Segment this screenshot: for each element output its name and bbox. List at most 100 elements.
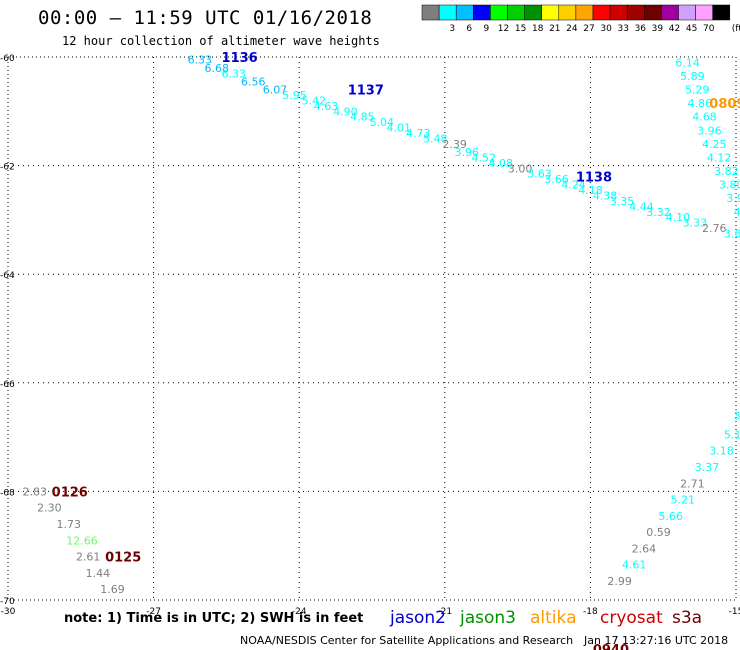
- wave-height-label: 5.48: [423, 132, 448, 145]
- legend-label: 39: [652, 24, 664, 34]
- wave-height-label: 6.33: [222, 67, 247, 80]
- wave-height-label: 4.01: [387, 122, 412, 135]
- wave-height-label: 4.08: [488, 157, 512, 170]
- legend-label: 30: [600, 24, 612, 34]
- satellite-s3a: s3a: [672, 608, 703, 628]
- legend-label: 36: [635, 24, 647, 34]
- wave-height-label: 5.66: [658, 510, 683, 523]
- wave-height-label: 3.18: [709, 445, 734, 458]
- wave-height-label: 3.33: [683, 217, 708, 230]
- lon-tick-label: -21: [437, 607, 452, 617]
- wave-height-label: 4.24: [561, 179, 586, 192]
- wave-height-label: 3.00: [508, 162, 532, 175]
- wave-height-label: 5.95: [282, 89, 307, 102]
- wave-height-label: 0.59: [646, 526, 671, 539]
- pass-time-label: 1138: [576, 170, 612, 185]
- wave-height-label: 3.32: [646, 206, 671, 219]
- wave-height-label: 2.71: [680, 477, 705, 490]
- satellite-altika: altika: [530, 608, 577, 628]
- legend-swatch: [712, 4, 731, 21]
- legend-label: 9: [484, 24, 490, 34]
- legend-label: 42: [669, 24, 680, 34]
- wave-height-label: 3.96: [697, 124, 722, 137]
- satellite-jason3: jason3: [460, 608, 516, 628]
- legend-label: 3: [449, 24, 455, 34]
- lat-tick-label: -64: [0, 271, 15, 281]
- wave-height-label: 5.42: [302, 94, 327, 107]
- legend-label: 21: [549, 24, 560, 34]
- pass-time-label: 0940: [593, 643, 629, 650]
- wave-height-label: 4.85: [350, 111, 375, 124]
- wave-height-label: 4.12: [707, 151, 732, 164]
- wave-height-label: 3.66: [544, 173, 569, 186]
- wave-height-label: 4.90: [333, 105, 358, 118]
- wave-height-label: 3.5: [734, 409, 740, 422]
- wave-height-label: 2.64: [632, 542, 657, 555]
- wave-height-label: 4.44: [629, 200, 654, 213]
- legend-label: 6: [466, 24, 472, 34]
- wave-height-label: 12.66: [66, 534, 98, 547]
- wave-height-label: 6.33: [188, 54, 213, 67]
- lon-tick-label: -30: [1, 607, 16, 617]
- legend-label: 27: [583, 24, 594, 34]
- wave-height-label: 4.86: [687, 97, 712, 110]
- wave-height-label: 3.35: [610, 195, 635, 208]
- legend-label: 33: [617, 24, 628, 34]
- wave-height-label: 1.69: [100, 583, 125, 596]
- wave-height-label: 3.60: [724, 227, 740, 240]
- wave-height-label: 1.44: [86, 567, 111, 580]
- lat-tick-label: -66: [0, 380, 15, 390]
- wave-height-label: 2.99: [607, 575, 632, 588]
- pass-time-label: 1136: [222, 51, 258, 66]
- legend-label: 45: [686, 24, 697, 34]
- wave-height-label: 6.68: [205, 62, 230, 75]
- page-title: 00:00 — 11:59 UTC 01/16/2018: [38, 7, 373, 29]
- wave-height-label: 6.14: [675, 56, 700, 69]
- lat-tick-label: -70: [0, 597, 15, 607]
- legend-label: 18: [532, 24, 544, 34]
- wave-height-label: 3.63: [527, 168, 552, 181]
- wave-height-label: 5.89: [680, 70, 705, 83]
- credit-text: NOAA/NESDIS Center for Satellite Applica…: [240, 634, 574, 647]
- wave-height-label: 4.68: [692, 111, 717, 124]
- pass-time-label: 1137: [348, 84, 384, 99]
- wave-height-label: 3.95: [726, 192, 740, 205]
- legend-unit: (ft): [732, 24, 740, 34]
- wave-height-label: 6.07: [263, 84, 288, 97]
- wave-height-label: 4.18: [578, 184, 603, 197]
- wave-height-label: 4.61: [622, 559, 647, 572]
- lat-tick-label: -68: [0, 488, 15, 498]
- wave-height-label: 5.29: [685, 84, 710, 97]
- wave-height-label: 5.04: [370, 116, 395, 129]
- map-frame: [7, 56, 737, 601]
- wave-height-label: 3.82: [714, 165, 739, 178]
- lon-tick-label: -18: [583, 607, 598, 617]
- pass-time-label: 0126: [52, 485, 88, 500]
- lon-tick-label: -24: [292, 607, 307, 617]
- wave-height-label: 3.96: [455, 146, 480, 159]
- wave-height-label: 3.80: [719, 179, 740, 192]
- wave-height-label: 2.83: [23, 485, 47, 498]
- legend-label: 15: [515, 24, 526, 34]
- pass-time-label: 0125: [105, 551, 141, 566]
- lon-tick-label: -27: [146, 607, 161, 617]
- page-subtitle: 12 hour collection of altimeter wave hei…: [62, 34, 380, 48]
- wave-height-label: 4.25: [702, 138, 727, 151]
- legend-label: 70: [703, 24, 715, 34]
- wave-height-label: 5.12: [724, 428, 740, 441]
- lat-tick-label: -60: [0, 54, 15, 64]
- legend-label: 24: [566, 24, 578, 34]
- lat-tick-label: -62: [0, 163, 15, 173]
- generated-timestamp: Jan 17 13:27:16 UTC 2018: [584, 634, 729, 647]
- wave-height-label: 4.63: [314, 100, 339, 113]
- wave-height-label: 4.73: [406, 127, 431, 140]
- wave-height-label: 2.61: [76, 551, 101, 564]
- wave-height-label: 6.56: [241, 75, 266, 88]
- wave-height-label: 1.73: [57, 518, 82, 531]
- wave-height-label: 4.27: [734, 206, 740, 219]
- pass-time-label: 0809: [709, 97, 740, 112]
- satellite-cryosat: cryosat: [600, 608, 663, 628]
- wave-height-label: 5.21: [670, 494, 695, 507]
